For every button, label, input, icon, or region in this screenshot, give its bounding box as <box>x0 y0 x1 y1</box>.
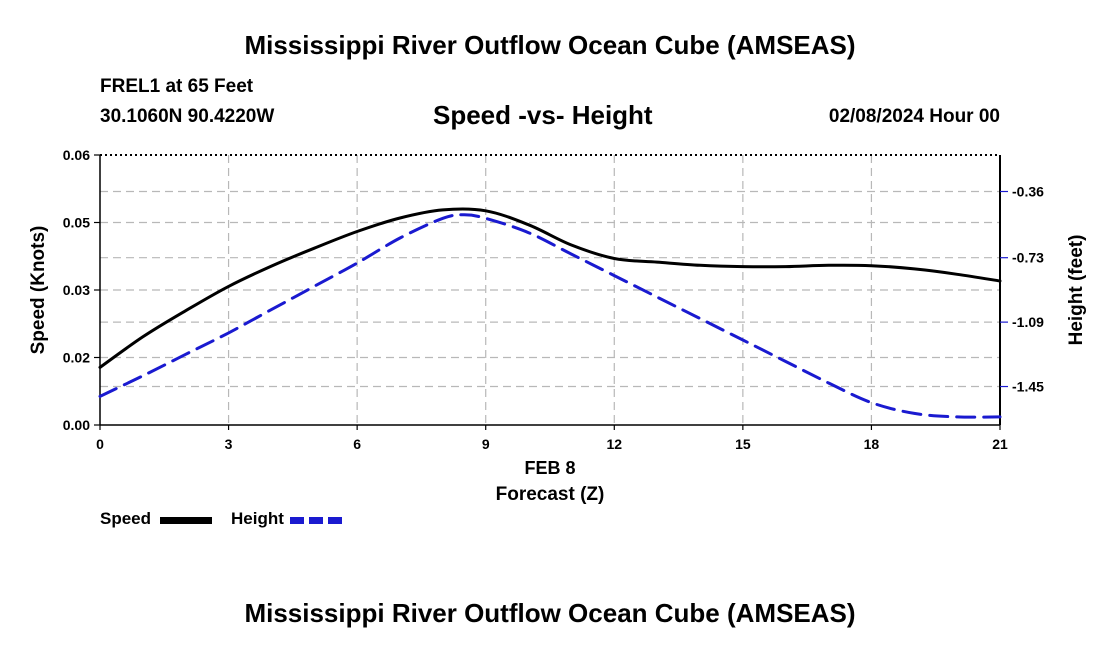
x-tick-label: 6 <box>353 436 361 452</box>
legend-speed-label: Speed <box>100 509 152 528</box>
y-tick-label: 0.00 <box>63 417 90 433</box>
chart-main-title: Mississippi River Outflow Ocean Cube (AM… <box>244 30 856 60</box>
forecast-datetime: 02/08/2024 Hour 00 <box>828 106 1000 127</box>
x-tick-label: 18 <box>864 436 880 452</box>
coordinates-label: 30.1060N 90.4220W <box>100 106 275 127</box>
y-axis-title: Speed (Knots) <box>28 226 49 355</box>
x-axis-date-label: FEB 8 <box>524 458 575 478</box>
x-axis-title: Forecast (Z) <box>496 484 605 505</box>
chart-secondary-title: Mississippi River Outflow Ocean Cube (AM… <box>244 598 856 628</box>
series-line-height <box>98 213 1002 419</box>
station-label: FREL1 at 65 Feet <box>100 76 254 97</box>
speed-height-chart: 0 3 6 9 12 15 18 21 0.00 0.02 0.03 0.05 0.06 -0.36 -0.… <box>28 147 1087 505</box>
y-tick-label: 0.06 <box>63 147 90 163</box>
legend-height-label: Height <box>231 509 284 528</box>
y2-tick-label: -0.36 <box>1012 184 1044 200</box>
y2-tick-label: -1.09 <box>1012 314 1044 330</box>
x-tick-label: 0 <box>96 436 104 452</box>
y2-tick-label: -0.73 <box>1012 250 1044 266</box>
x-tick-label: 3 <box>225 436 233 452</box>
y-tick-label: 0.05 <box>63 215 90 231</box>
x-tick-label: 9 <box>482 436 490 452</box>
y2-axis-title: Height (feet) <box>1066 235 1087 346</box>
x-tick-label: 15 <box>735 436 751 452</box>
y2-tick-label: -1.45 <box>1012 379 1044 395</box>
series-line-speed <box>98 207 1002 369</box>
x-tick-label: 12 <box>606 436 622 452</box>
legend-speed-swatch <box>160 517 212 524</box>
chart-subtitle: Speed -vs- Height <box>433 100 653 130</box>
legend-height-swatch <box>290 517 342 524</box>
y-tick-label: 0.02 <box>63 350 90 366</box>
x-tick-label: 21 <box>992 436 1008 452</box>
y-tick-label: 0.03 <box>63 282 90 298</box>
